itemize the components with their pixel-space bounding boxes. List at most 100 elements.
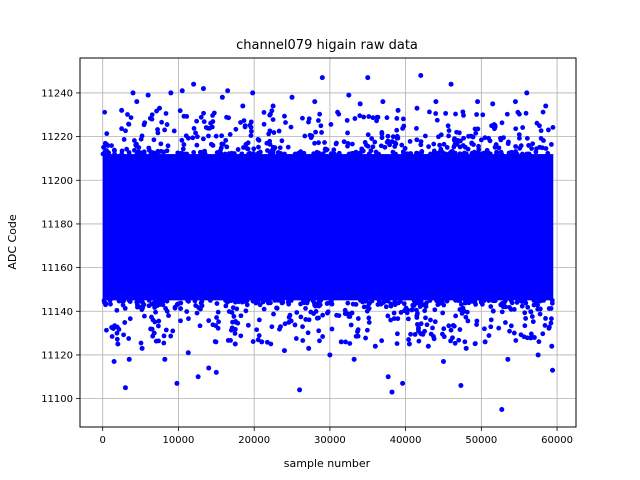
data-point xyxy=(505,356,511,362)
data-point xyxy=(379,338,385,344)
data-point xyxy=(431,334,436,339)
data-point xyxy=(305,298,311,303)
data-point xyxy=(466,300,472,306)
data-point xyxy=(491,298,496,304)
data-point xyxy=(206,365,212,371)
data-point xyxy=(479,301,485,307)
data-point xyxy=(146,297,152,303)
data-point xyxy=(401,301,407,307)
data-point xyxy=(230,319,235,325)
data-point xyxy=(503,320,508,325)
data-point xyxy=(474,112,480,117)
data-point xyxy=(380,99,386,105)
data-point xyxy=(453,297,458,303)
data-point xyxy=(211,110,217,116)
data-point xyxy=(155,323,161,329)
y-tick-label: 11220 xyxy=(41,132,73,143)
data-point xyxy=(312,140,317,146)
data-point xyxy=(219,133,225,139)
data-point xyxy=(103,302,108,308)
data-point xyxy=(453,313,459,319)
data-point xyxy=(475,99,481,105)
data-point xyxy=(506,139,511,145)
data-point xyxy=(347,341,353,346)
data-point xyxy=(194,118,200,124)
data-point xyxy=(224,114,229,120)
data-point xyxy=(176,151,182,157)
data-point xyxy=(248,119,254,125)
data-point xyxy=(423,315,428,321)
data-point xyxy=(153,298,159,303)
data-point xyxy=(405,316,411,322)
data-point xyxy=(266,131,272,137)
data-point xyxy=(522,323,528,329)
data-point xyxy=(422,133,428,139)
data-point xyxy=(365,75,371,81)
data-point xyxy=(268,111,273,117)
data-point xyxy=(214,315,219,320)
data-point xyxy=(104,131,110,137)
data-point xyxy=(385,374,391,380)
data-point xyxy=(270,117,276,122)
data-point xyxy=(446,323,452,329)
data-point xyxy=(328,298,334,304)
data-point xyxy=(346,92,352,98)
data-point xyxy=(357,101,363,107)
data-point xyxy=(317,338,322,344)
data-point xyxy=(192,298,198,304)
data-point xyxy=(127,299,133,305)
data-point xyxy=(509,300,515,306)
data-point xyxy=(223,137,229,143)
data-point xyxy=(102,109,108,115)
data-point xyxy=(134,143,139,149)
data-point xyxy=(432,319,438,325)
data-point xyxy=(364,327,370,333)
data-point xyxy=(355,316,361,321)
data-point xyxy=(516,132,522,137)
data-point xyxy=(543,103,549,109)
data-point xyxy=(120,302,126,308)
data-point xyxy=(331,147,337,153)
data-point xyxy=(434,298,439,304)
data-point xyxy=(149,112,155,118)
data-point xyxy=(465,318,471,324)
data-point xyxy=(427,109,432,115)
data-point xyxy=(508,307,514,312)
data-point xyxy=(256,137,262,143)
data-point xyxy=(365,132,371,138)
data-point xyxy=(393,141,399,147)
data-point xyxy=(391,310,397,316)
y-tick-label: 11200 xyxy=(41,176,73,187)
data-point xyxy=(191,81,197,87)
data-point xyxy=(233,319,239,325)
data-point xyxy=(300,324,305,330)
data-point xyxy=(288,124,294,130)
data-point xyxy=(275,297,281,303)
data-point xyxy=(426,144,431,150)
data-point xyxy=(114,324,120,330)
data-point xyxy=(508,323,514,329)
data-point xyxy=(244,298,250,303)
data-point xyxy=(184,309,190,314)
data-point xyxy=(336,150,342,156)
data-point xyxy=(107,297,113,303)
data-point xyxy=(474,318,480,324)
plot-frame xyxy=(79,57,577,428)
data-point xyxy=(338,339,344,345)
data-point xyxy=(298,301,303,307)
data-point xyxy=(239,151,245,157)
data-point xyxy=(443,110,449,116)
data-point xyxy=(528,331,534,337)
data-point xyxy=(403,305,409,311)
data-point xyxy=(112,151,117,157)
data-point xyxy=(123,128,128,134)
data-point xyxy=(241,145,246,150)
data-point xyxy=(132,138,137,143)
data-point xyxy=(546,325,552,331)
data-point xyxy=(125,112,130,117)
data-point xyxy=(226,309,232,314)
data-point xyxy=(456,337,462,343)
data-point xyxy=(414,150,419,156)
data-point xyxy=(379,135,385,141)
data-point xyxy=(454,129,459,135)
